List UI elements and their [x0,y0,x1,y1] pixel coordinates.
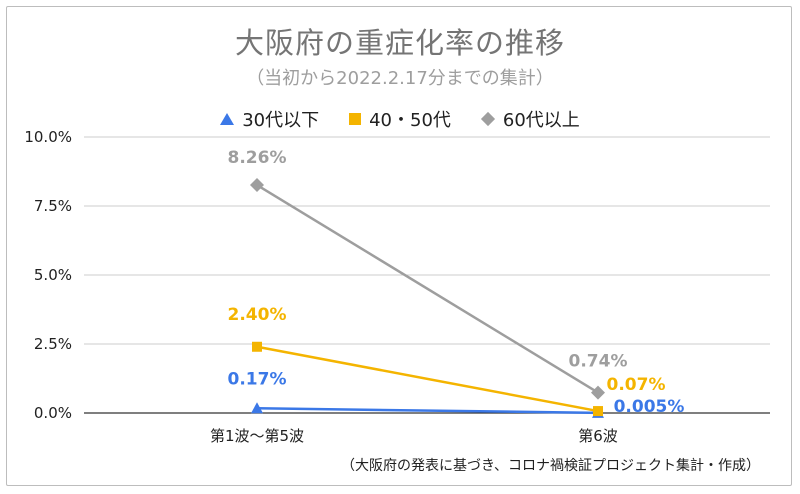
legend-label: 40・50代 [369,110,451,131]
chart-frame [6,6,792,486]
triangle-marker-icon [220,113,235,125]
legend: 30代以下 40・50代 60代以上 [0,106,800,132]
x-tick-label: 第1波〜第5波 [210,427,304,445]
data-point-square [252,341,262,352]
series-line [256,183,599,394]
source-note: （大阪府の発表に基づき、コロナ禍検証プロジェクト集計・作成） [340,458,760,474]
square-marker-icon [349,113,362,125]
y-tick-label: 7.5% [34,197,72,215]
legend-item-40s-50s: 40・50代 [349,106,451,132]
data-label: 0.07% [607,375,666,395]
data-label: 0.74% [569,352,628,372]
y-tick-label: 0.0% [34,404,72,422]
data-point-square [593,406,603,417]
chart-subtitle: （当初から2022.2.17分までの集計） [246,68,554,89]
data-point-diamond [591,385,605,400]
x-tick-label: 第6波 [578,427,618,445]
data-point-triangle [251,402,263,414]
y-tick-label: 5.0% [34,266,72,284]
legend-item-30s-and-under: 30代以下 [220,106,319,132]
data-label: 0.005% [614,397,685,417]
data-point-diamond [250,178,264,193]
series-line [256,407,599,415]
data-label: 8.26% [228,148,287,168]
legend-label: 60代以上 [502,110,580,131]
data-label: 0.17% [228,369,287,389]
legend-label: 30代以下 [242,110,320,131]
y-tick-label: 10.0% [24,128,72,146]
data-label: 2.40% [228,305,287,325]
legend-item-60s-and-over: 60代以上 [480,106,580,132]
y-tick-label: 2.5% [34,335,72,353]
series-line [256,345,599,413]
chart-title: 大阪府の重症化率の推移 [234,26,565,60]
